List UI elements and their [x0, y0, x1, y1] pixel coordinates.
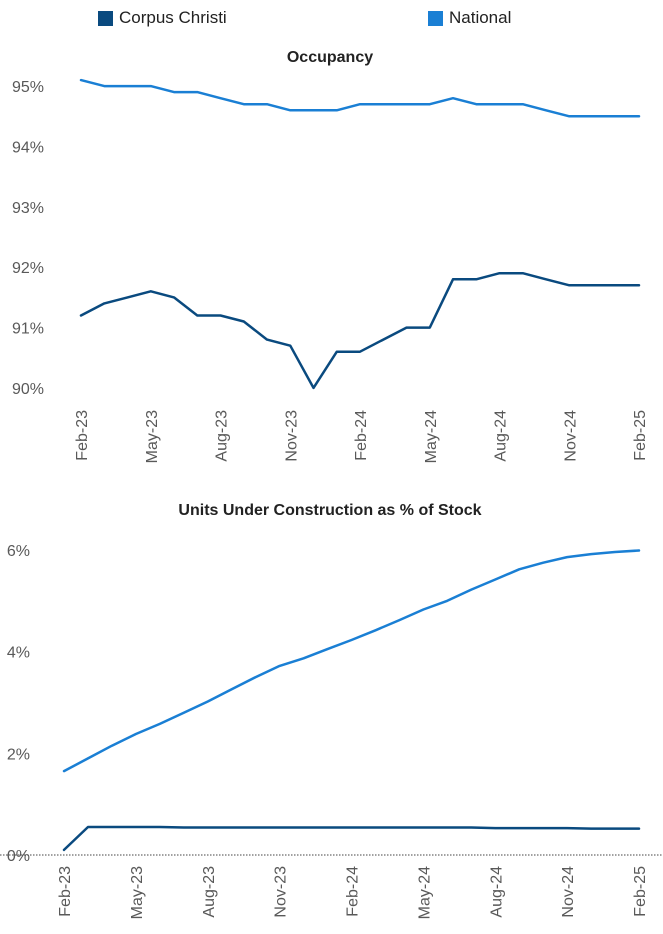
- x-tick-label: May-24: [416, 866, 433, 919]
- y-tick-label: 6%: [7, 543, 30, 560]
- chart-title: Occupancy: [287, 49, 373, 66]
- x-tick-label: Nov-23: [283, 410, 300, 462]
- y-tick-label: 4%: [7, 645, 30, 662]
- y-tick-label: 95%: [12, 79, 44, 96]
- chart-title: Units Under Construction as % of Stock: [178, 502, 481, 519]
- x-tick-label: May-24: [423, 410, 440, 463]
- x-tick-label: Feb-23: [57, 866, 74, 917]
- series-line-national: [62, 549, 641, 773]
- x-tick-label: Feb-25: [632, 410, 649, 461]
- y-tick-label: 94%: [12, 139, 44, 156]
- x-tick-label: Nov-24: [560, 866, 577, 918]
- x-tick-label: May-23: [129, 866, 146, 919]
- x-tick-label: Aug-23: [201, 866, 218, 918]
- series-line-corpus-christi: [62, 825, 641, 852]
- x-tick-label: Feb-24: [353, 410, 370, 461]
- x-tick-label: Aug-24: [488, 866, 505, 918]
- y-tick-label: 90%: [12, 381, 44, 398]
- x-tick-label: Nov-24: [562, 410, 579, 462]
- x-tick-label: Nov-23: [273, 866, 290, 918]
- series-line-corpus-christi: [79, 271, 641, 390]
- legend-label: National: [449, 8, 512, 27]
- y-tick-label: 91%: [12, 321, 44, 338]
- y-tick-label: 2%: [7, 746, 30, 763]
- legend-swatch-corpus-christi: [98, 10, 113, 26]
- x-tick-label: Aug-23: [214, 410, 231, 462]
- y-tick-label: 93%: [12, 200, 44, 217]
- series-line-national: [79, 78, 641, 118]
- legend-item-corpus-christi: Corpus Christi: [98, 8, 227, 28]
- x-tick-label: Aug-24: [493, 410, 510, 462]
- x-tick-label: May-23: [144, 410, 161, 463]
- legend-item-national: National: [428, 8, 511, 28]
- chart-legend: Corpus Christi National: [0, 0, 663, 34]
- legend-label: Corpus Christi: [119, 8, 227, 27]
- legend-swatch-national: [428, 10, 443, 26]
- x-tick-label: Feb-24: [345, 866, 362, 917]
- occupancy-chart: Occupancy 90% 91% 92% 93% 94% 95% Feb-23 May-23…: [12, 49, 649, 463]
- x-tick-label: Feb-25: [632, 866, 649, 917]
- y-tick-label: 0%: [7, 848, 30, 865]
- y-tick-label: 92%: [12, 260, 44, 277]
- construction-chart: Units Under Construction as % of Stock 0…: [0, 502, 663, 919]
- x-tick-label: Feb-23: [74, 410, 91, 461]
